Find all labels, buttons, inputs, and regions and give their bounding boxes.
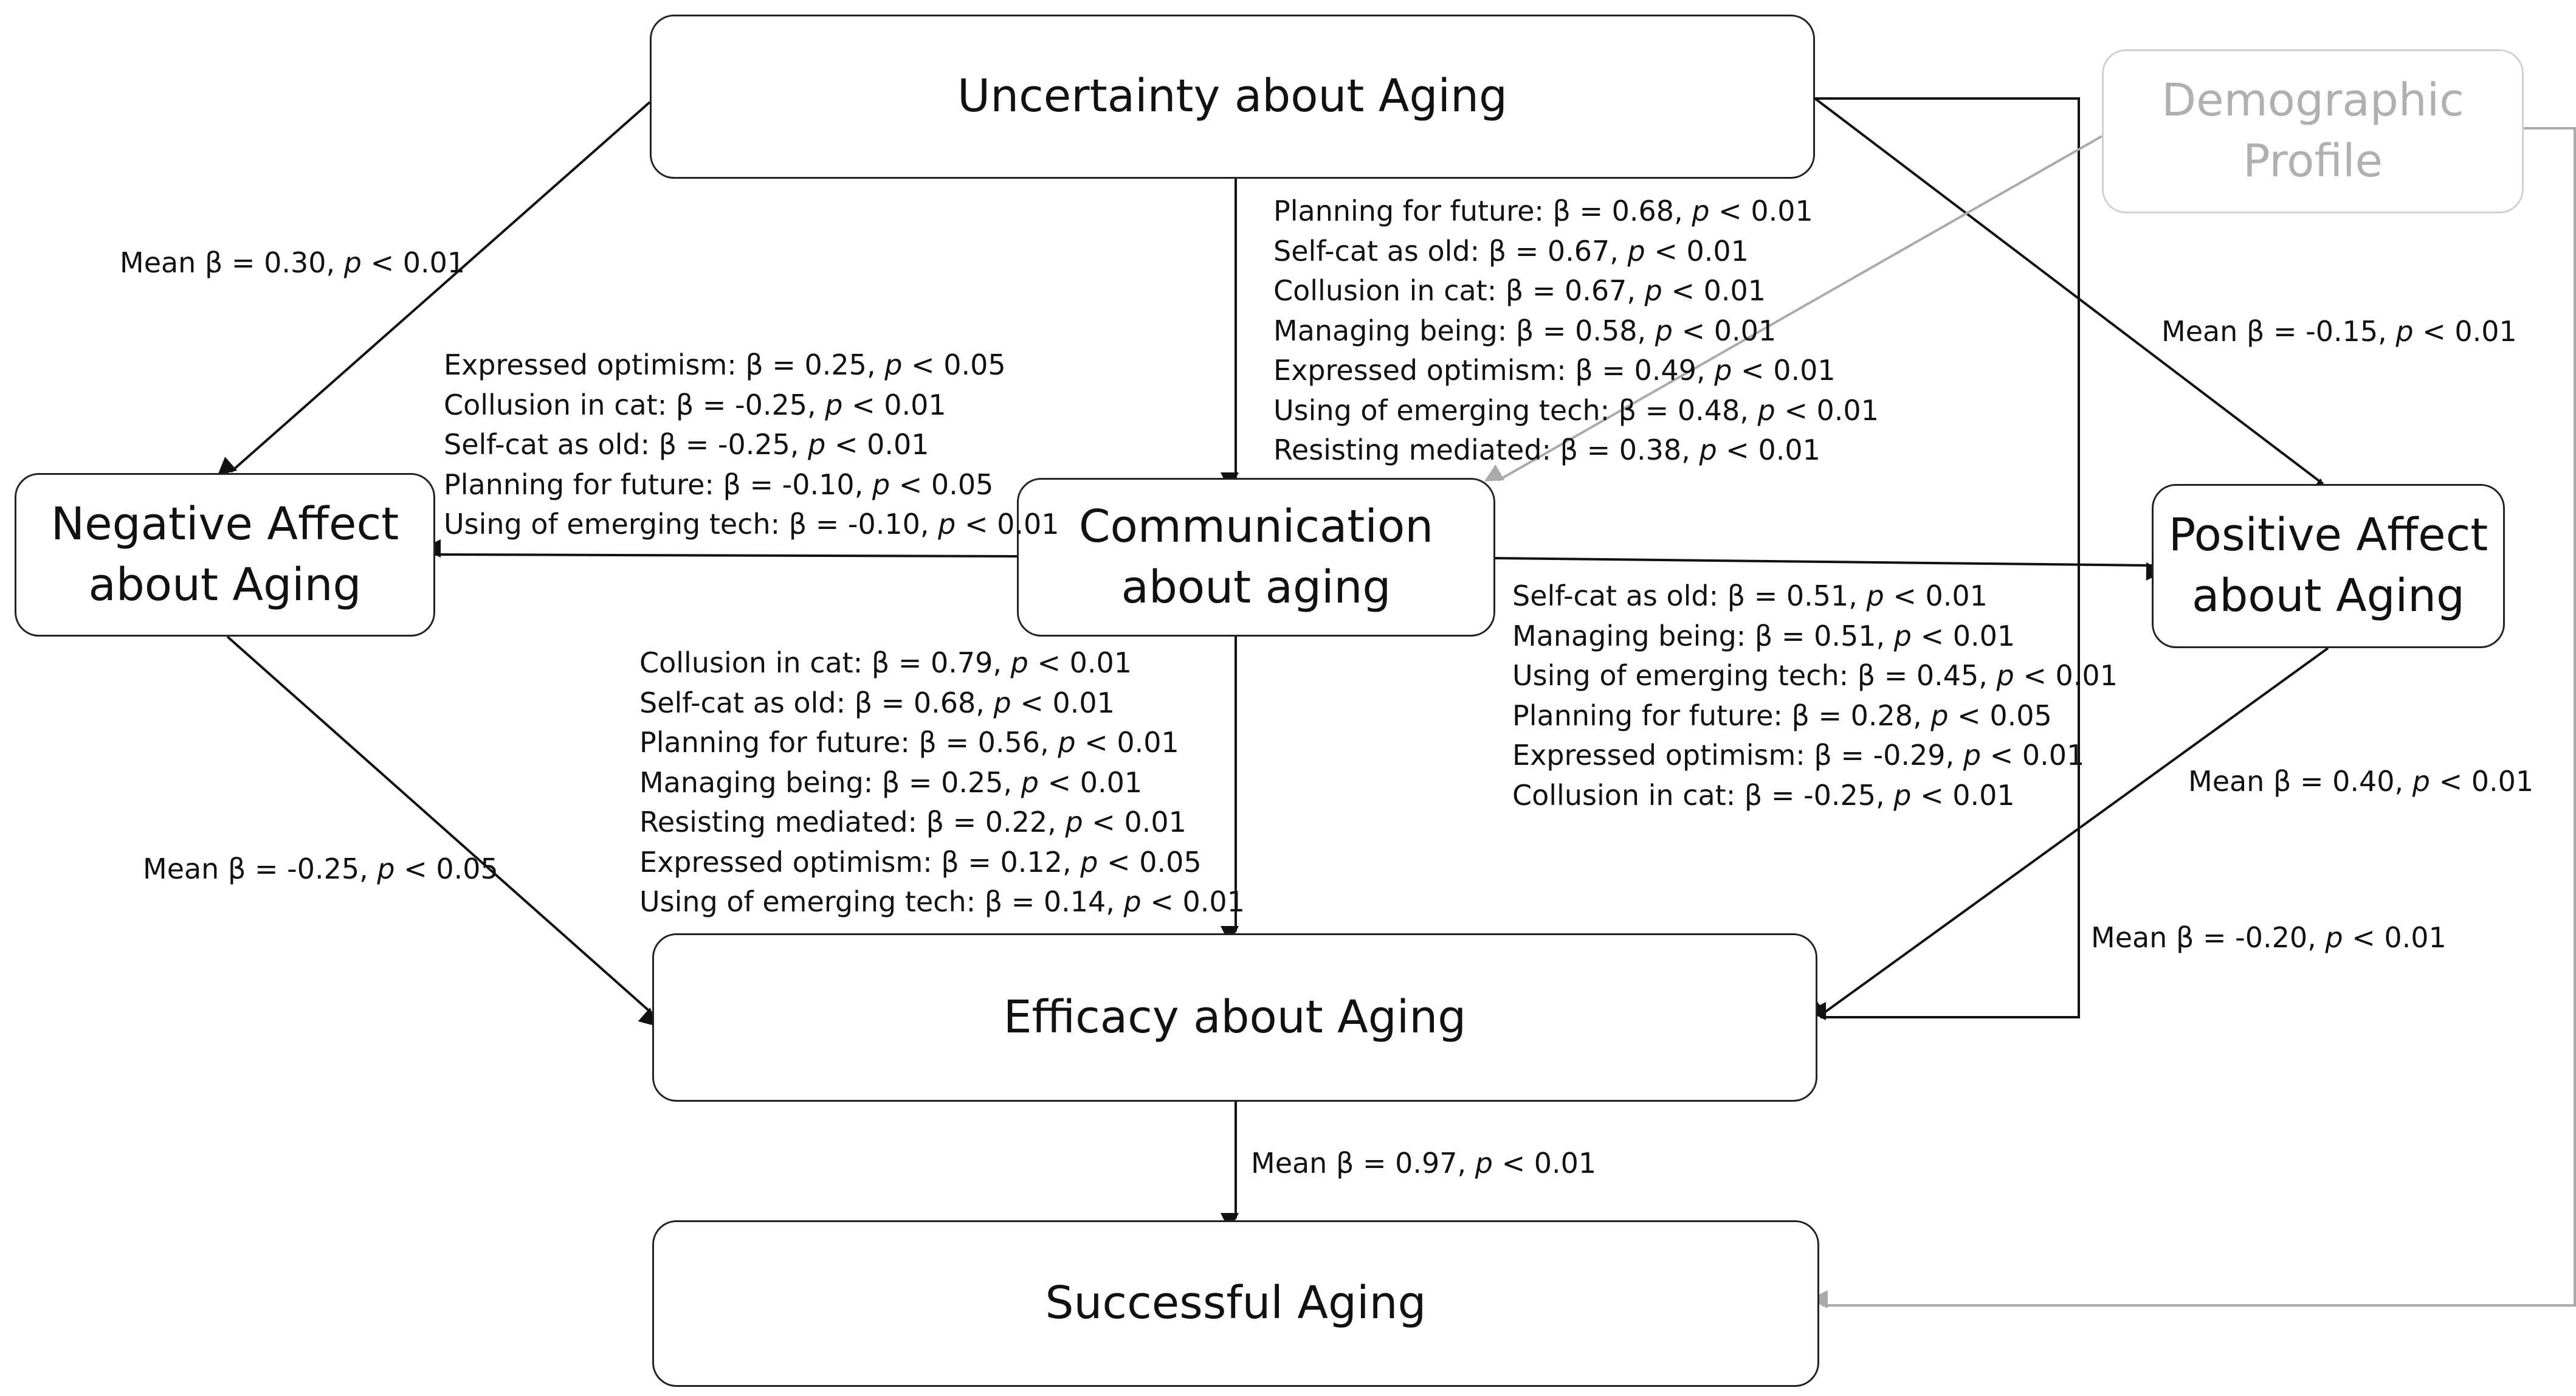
coefficient-line: Using of emerging tech: β = 0.48, p < 0.…: [1273, 393, 1879, 427]
coefficient-line: Planning for future: β = 0.28, p < 0.05: [1512, 699, 2052, 732]
coefficient-line: Using of emerging tech: β = -0.10, p < 0…: [444, 508, 1059, 541]
node-demographic: Demographic Profile: [2102, 49, 2524, 213]
label-communication-to-positive: Self-cat as old: β = 0.51, p < 0.01 Manag…: [1512, 576, 2118, 815]
coefficient-line: Self-cat as old: β = 0.51, p < 0.01: [1512, 579, 1988, 612]
node-positive: Positive Affect about Aging: [2152, 484, 2505, 648]
label-communication-to-efficacy: Collusion in cat: β = 0.79, p < 0.01 Self…: [639, 643, 1245, 922]
node-communication-line-2: about aging: [1121, 561, 1391, 613]
node-efficacy: Efficacy about Aging: [652, 933, 1817, 1102]
label-uncertainty-to-communication: Planning for future: β = 0.68, p < 0.01 S…: [1273, 192, 1879, 471]
node-negative: Negative Affect about Aging: [15, 473, 435, 637]
node-negative-line-2: about Aging: [88, 558, 362, 611]
node-successful-line-1: Successful Aging: [1045, 1277, 1427, 1330]
node-uncertainty-line-1: Uncertainty about Aging: [957, 70, 1507, 123]
node-positive-line-1: Positive Affect: [2168, 509, 2488, 562]
coefficient-line: Managing being: β = 0.25, p < 0.01: [639, 765, 1143, 799]
coefficient-line: Planning for future: β = 0.68, p < 0.01: [1273, 195, 1813, 227]
coefficient-line: Mean β = -0.25, p < 0.05: [143, 852, 498, 885]
coefficient-line: Expressed optimism: β = -0.29, p < 0.01: [1512, 739, 2085, 772]
label-efficacy-to-successful: Mean β = 0.97, p < 0.01: [1251, 1144, 1596, 1184]
arrow-uncertainty-to-efficacy: [1808, 97, 2080, 1020]
coefficient-line: Collusion in cat: β = -0.25, p < 0.01: [1512, 778, 2015, 812]
node-efficacy-line-1: Efficacy about Aging: [1003, 990, 1467, 1043]
arrow-demographic-to-communication: [1484, 135, 2102, 482]
arrow-uncertainty-to-positive: [1814, 97, 2330, 497]
node-positive-line-2: about Aging: [2191, 570, 2465, 622]
coefficient-line: Collusion in cat: β = 0.79, p < 0.01: [639, 646, 1132, 679]
node-uncertainty: Uncertainty about Aging: [650, 15, 1815, 179]
coefficient-line: Collusion in cat: β = 0.67, p < 0.01: [1273, 274, 1766, 307]
label-uncertainty-to-negative: Mean β = 0.30, p < 0.01: [120, 243, 465, 283]
coefficient-line: Resisting mediated: β = 0.38, p < 0.01: [1273, 434, 1820, 466]
coefficient-line: Self-cat as old: β = 0.67, p < 0.01: [1273, 234, 1749, 268]
arrow-negative-to-efficacy: [226, 635, 658, 1027]
coefficient-line: Mean β = -0.20, p < 0.01: [2091, 921, 2447, 954]
node-communication: Communication about aging: [1017, 478, 1495, 637]
coefficient-line: Expressed optimism: β = 0.25, p < 0.05: [444, 348, 1006, 381]
label-uncertainty-to-positive: Mean β = -0.15, p < 0.01: [2161, 312, 2517, 352]
arrow-positive-to-efficacy: [1806, 647, 2329, 1018]
coefficient-line: Mean β = 0.97, p < 0.01: [1251, 1147, 1597, 1180]
label-negative-to-efficacy: Mean β = -0.25, p < 0.05: [143, 849, 498, 890]
coefficient-line: Planning for future: β = -0.10, p < 0.05: [444, 468, 994, 501]
coefficient-line: Expressed optimism: β = 0.12, p < 0.05: [639, 845, 1202, 879]
node-negative-line-1: Negative Affect: [50, 497, 399, 550]
coefficient-line: Using of emerging tech: β = 0.45, p < 0.…: [1512, 659, 2118, 692]
node-successful: Successful Aging: [652, 1220, 1819, 1387]
coefficient-line: Self-cat as old: β = -0.25, p < 0.01: [444, 428, 929, 461]
coefficient-line: Managing being: β = 0.51, p < 0.01: [1512, 619, 2016, 652]
node-demographic-line-1: Demographic: [2161, 74, 2464, 127]
coefficient-line: Mean β = 0.40, p < 0.01: [2188, 765, 2534, 798]
coefficient-line: Managing being: β = 0.58, p < 0.01: [1273, 314, 1777, 347]
label-positive-to-efficacy: Mean β = 0.40, p < 0.01: [2188, 762, 2533, 802]
coefficient-line: Self-cat as old: β = 0.68, p < 0.01: [639, 686, 1115, 719]
arrow-communication-to-negative: [422, 539, 1018, 558]
coefficient-line: Planning for future: β = 0.56, p < 0.01: [639, 726, 1179, 759]
coefficient-line: Mean β = -0.15, p < 0.01: [2161, 315, 2517, 348]
coefficient-line: Collusion in cat: β = -0.25, p < 0.01: [444, 388, 946, 421]
arrow-communication-to-positive: [1495, 557, 2164, 581]
node-communication-line-1: Communication: [1078, 500, 1434, 553]
label-uncertainty-to-efficacy: Mean β = -0.20, p < 0.01: [2091, 918, 2447, 958]
arrow-uncertainty-to-negative: [217, 101, 651, 476]
coefficient-line: Expressed optimism: β = 0.49, p < 0.01: [1273, 354, 1836, 387]
coefficient-line: Using of emerging tech: β = 0.14, p < 0.…: [639, 885, 1245, 918]
coefficient-line: Mean β = 0.30, p < 0.01: [120, 246, 466, 279]
label-communication-to-negative: Expressed optimism: β = 0.25, p < 0.05 Co…: [444, 345, 1059, 545]
arrow-demographic-to-successful: [1810, 127, 2576, 1308]
node-demographic-line-2: Profile: [2242, 135, 2383, 187]
coefficient-line: Resisting mediated: β = 0.22, p < 0.01: [639, 806, 1186, 838]
